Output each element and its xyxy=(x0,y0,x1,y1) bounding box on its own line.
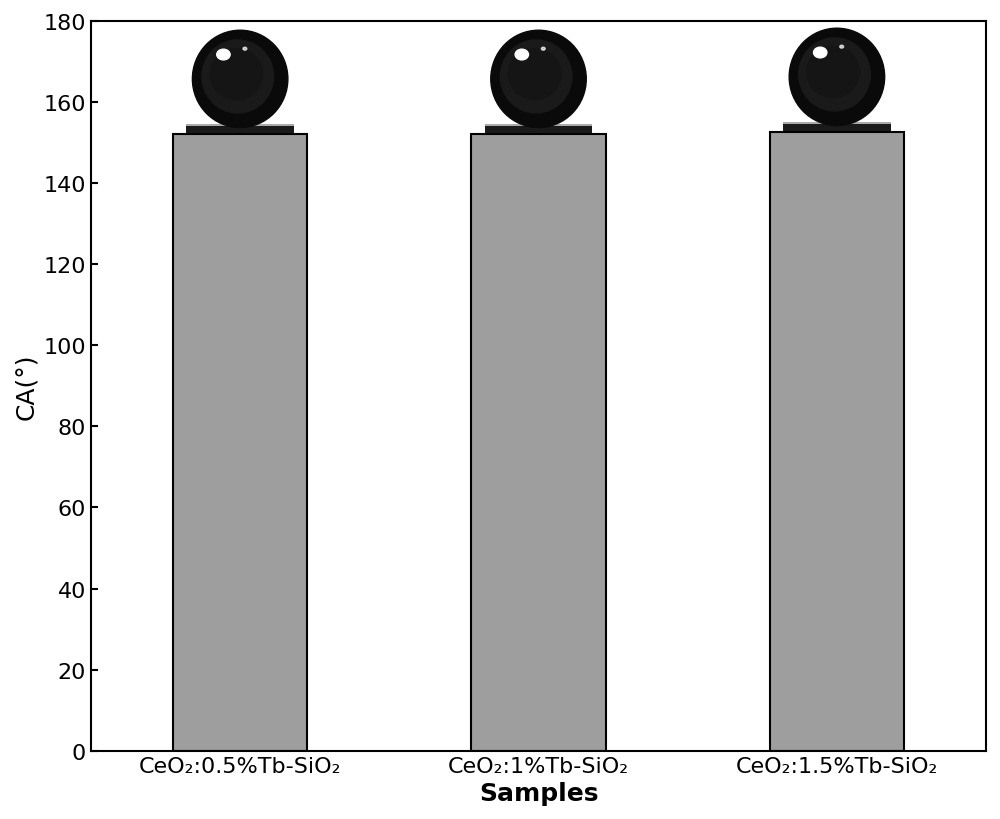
Ellipse shape xyxy=(508,49,561,101)
Ellipse shape xyxy=(840,46,844,49)
Y-axis label: CA(°): CA(°) xyxy=(14,353,38,419)
Ellipse shape xyxy=(807,48,859,98)
Ellipse shape xyxy=(814,48,827,59)
FancyBboxPatch shape xyxy=(186,125,294,127)
Ellipse shape xyxy=(243,48,247,51)
Ellipse shape xyxy=(515,50,528,61)
Bar xyxy=(770,133,904,751)
FancyBboxPatch shape xyxy=(485,126,592,134)
FancyBboxPatch shape xyxy=(485,125,592,127)
Bar xyxy=(471,135,606,751)
Ellipse shape xyxy=(491,31,586,129)
Ellipse shape xyxy=(202,41,274,114)
Ellipse shape xyxy=(210,49,263,101)
Bar xyxy=(173,135,307,751)
Ellipse shape xyxy=(217,50,230,61)
Ellipse shape xyxy=(799,38,870,111)
Ellipse shape xyxy=(192,31,288,129)
FancyBboxPatch shape xyxy=(783,123,891,125)
X-axis label: Samples: Samples xyxy=(479,781,598,805)
Ellipse shape xyxy=(541,48,545,51)
Ellipse shape xyxy=(500,41,572,114)
Ellipse shape xyxy=(789,29,885,126)
FancyBboxPatch shape xyxy=(783,124,891,132)
FancyBboxPatch shape xyxy=(186,126,294,134)
